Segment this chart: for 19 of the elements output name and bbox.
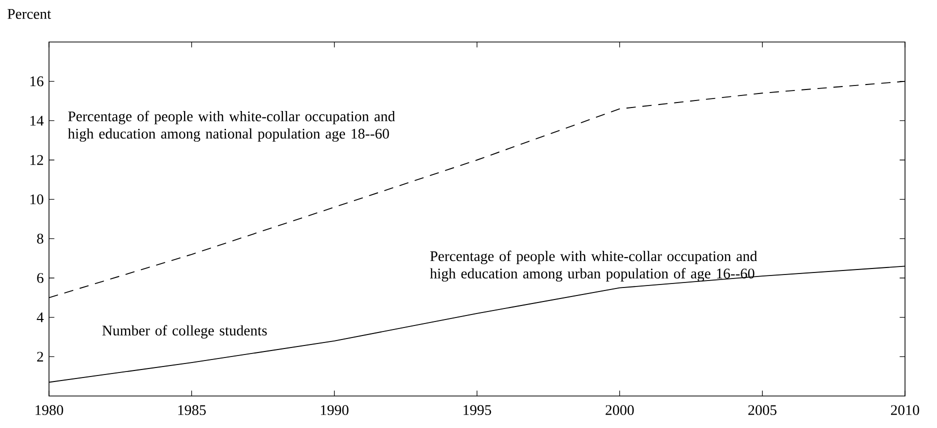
annotation: Percentage of people with white-collar occupation and high education among urban population of age 16--60: [430, 250, 758, 282]
x-tick-label: 1995: [464, 405, 492, 416]
x-tick-label: 2005: [748, 405, 776, 416]
x-tick-label: 2010: [890, 405, 920, 416]
annotation: Number of college students: [102, 325, 267, 339]
y-tick-label: 2: [37, 352, 44, 362]
y-tick-label: 14: [30, 116, 44, 126]
y-tick-label: 16: [30, 76, 44, 86]
annotation: Percentage of people with white-collar occupation and high education among national population age 18--60: [68, 110, 396, 142]
y-tick-label: 12: [30, 155, 44, 165]
x-tick-label: 1985: [178, 405, 206, 416]
x-tick-label: 1980: [36, 405, 64, 416]
y-tick-label: 6: [37, 273, 44, 283]
x-tick-label: 2000: [606, 405, 634, 416]
y-tick-label: 8: [37, 234, 44, 244]
x-tick-label: 1990: [320, 405, 348, 416]
y-tick-label: 4: [36, 312, 44, 322]
y-axis-title: Percent: [8, 9, 52, 19]
y-tick-label: 10: [30, 194, 44, 204]
